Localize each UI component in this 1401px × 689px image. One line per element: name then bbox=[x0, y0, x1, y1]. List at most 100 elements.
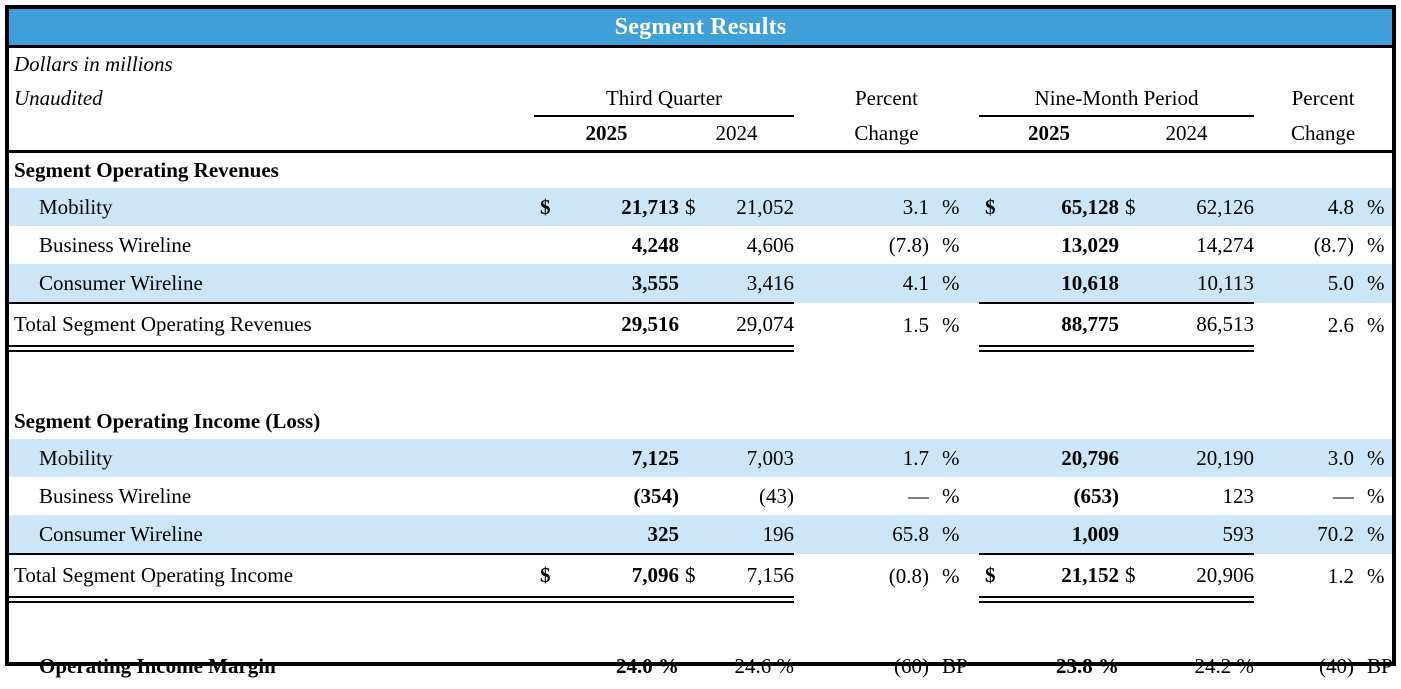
row-label: Mobility bbox=[9, 439, 534, 477]
value-q3-2024: 4,606 bbox=[746, 232, 794, 257]
value-nm-2024: 10,113 bbox=[1144, 264, 1254, 303]
row-label: Operating Income Margin bbox=[39, 653, 276, 678]
pct-change-nm: 1.2 bbox=[1327, 564, 1354, 589]
pct-sign: % bbox=[1354, 515, 1393, 554]
row-label: Total Segment Operating Revenues bbox=[9, 302, 534, 352]
value-q3-2024: 196 bbox=[704, 515, 794, 554]
dollar-sign bbox=[679, 226, 704, 264]
table-row-inc-business: Business Wireline (354) (43) — % (653) 1… bbox=[9, 477, 1392, 515]
col-header-change-nm: Change bbox=[1254, 116, 1393, 153]
dollar-sign bbox=[534, 515, 564, 554]
table-row-rev-mobility: Mobility $ 21,713 $ 21,052 3.1 % $ 65,12… bbox=[9, 188, 1393, 226]
table-row-operating-margin: Operating Income Margin 24.0 % 24.6 % (6… bbox=[9, 643, 1392, 689]
row-label: Business Wireline bbox=[39, 483, 192, 508]
table-row-inc-total: Total Segment Operating Income $ 7,096 $… bbox=[9, 553, 1392, 603]
row-label: Mobility bbox=[9, 188, 534, 226]
col-header-percent-nm: Percent bbox=[1291, 86, 1355, 110]
col-header-nine-month-period: Nine-Month Period bbox=[979, 81, 1254, 117]
value-nm-2024: 20,906 bbox=[1144, 553, 1254, 603]
pct-change-nm: 4.8 bbox=[1254, 188, 1354, 226]
bp-unit: BP bbox=[942, 653, 968, 678]
dollar-sign bbox=[679, 439, 704, 477]
value-nm-2024: 593 bbox=[1144, 515, 1254, 554]
section-title: Segment Operating Revenues bbox=[14, 158, 279, 182]
bp-unit: BP bbox=[1367, 653, 1393, 678]
dollar-sign: $ bbox=[979, 553, 1007, 603]
dollar-sign: $ bbox=[1119, 553, 1144, 603]
pct-change-nm: — bbox=[1333, 483, 1354, 508]
dollar-sign bbox=[979, 226, 1007, 264]
col-header-2025-q3: 2025 bbox=[534, 116, 679, 153]
value-q3-2025: 3,555 bbox=[564, 264, 679, 303]
pct-change-q3: (7.8) bbox=[888, 232, 929, 257]
row-label: Consumer Wireline bbox=[9, 264, 534, 303]
col-header-2024-q3: 2024 bbox=[679, 116, 794, 153]
report-frame: Segment Results Dollars in millions Unau… bbox=[5, 5, 1396, 678]
col-header-change-q3: Change bbox=[794, 116, 979, 153]
col-header-2024-nm: 2024 bbox=[1119, 116, 1254, 153]
dollar-sign bbox=[679, 515, 704, 554]
pct-change-q3: 3.1 bbox=[794, 188, 929, 226]
pct-sign: % bbox=[929, 515, 979, 554]
pct-sign: % bbox=[1367, 483, 1385, 508]
meta-row: Dollars in millions bbox=[9, 48, 1392, 81]
value-q3-2024: 3,416 bbox=[704, 264, 794, 303]
dollar-sign bbox=[534, 226, 564, 264]
section-header-revenues: Segment Operating Revenues bbox=[9, 152, 1392, 189]
empty-cell bbox=[9, 116, 534, 153]
value-q3-2024: 21,052 bbox=[704, 188, 794, 226]
table-row-inc-consumer: Consumer Wireline 325 196 65.8 % 1,009 5… bbox=[9, 515, 1393, 554]
pct-change-q3: 4.1 bbox=[794, 264, 929, 303]
value-nm-2024: 86,513 bbox=[1144, 302, 1254, 352]
dollar-sign bbox=[979, 515, 1007, 554]
value-nm-2025: 13,029 bbox=[1061, 232, 1119, 257]
section-header-income: Segment Operating Income (Loss) bbox=[9, 404, 1392, 439]
row-label: Total Segment Operating Income bbox=[9, 553, 534, 603]
pct-sign: % bbox=[1354, 439, 1393, 477]
value-q3-2024: 7,003 bbox=[704, 439, 794, 477]
margin-q3-2024: 24.6 % bbox=[734, 653, 795, 678]
dollar-sign: $ bbox=[534, 553, 564, 603]
pct-sign: % bbox=[929, 264, 979, 303]
value-q3-2025: 21,713 bbox=[564, 188, 679, 226]
table-row-inc-mobility: Mobility 7,125 7,003 1.7 % 20,796 20,190… bbox=[9, 439, 1393, 477]
value-nm-2024: 20,190 bbox=[1144, 439, 1254, 477]
dollar-sign bbox=[1119, 515, 1144, 554]
spacer-row bbox=[9, 600, 1392, 644]
pct-sign: % bbox=[1354, 188, 1393, 226]
value-q3-2025: 29,516 bbox=[564, 302, 679, 352]
dollar-sign: $ bbox=[679, 188, 704, 226]
pct-sign: % bbox=[942, 313, 960, 338]
table-row-rev-total: Total Segment Operating Revenues 29,516 … bbox=[9, 302, 1392, 352]
dollar-sign bbox=[534, 302, 564, 352]
pct-change-q3: 1.7 bbox=[794, 439, 929, 477]
value-nm-2025: 10,618 bbox=[1007, 264, 1119, 303]
value-nm-2025: 65,128 bbox=[1007, 188, 1119, 226]
bp-change-nm: (40) bbox=[1319, 653, 1354, 678]
value-q3-2025: (354) bbox=[633, 483, 680, 508]
pct-change-nm: 3.0 bbox=[1254, 439, 1354, 477]
pct-change-nm: 5.0 bbox=[1254, 264, 1354, 303]
value-nm-2024: 14,274 bbox=[1196, 232, 1254, 257]
value-q3-2024: (43) bbox=[759, 483, 794, 508]
value-q3-2024: 7,156 bbox=[704, 553, 794, 603]
value-nm-2025: 88,775 bbox=[1007, 302, 1119, 352]
value-q3-2024: 29,074 bbox=[704, 302, 794, 352]
pct-sign: % bbox=[1367, 232, 1385, 257]
dollar-sign: $ bbox=[979, 188, 1007, 226]
pct-sign: % bbox=[929, 439, 979, 477]
pct-change-q3: — bbox=[908, 483, 929, 508]
dollar-sign bbox=[1119, 302, 1144, 352]
value-nm-2024: 123 bbox=[1222, 483, 1255, 508]
dollar-sign bbox=[679, 302, 704, 352]
dollar-sign bbox=[679, 477, 704, 515]
title-bar: Segment Results bbox=[9, 9, 1392, 48]
dollar-sign bbox=[979, 264, 1007, 303]
bp-change-q3: (60) bbox=[894, 653, 929, 678]
pct-change-nm: 2.6 bbox=[1327, 313, 1354, 338]
dollar-sign bbox=[979, 477, 1007, 515]
dollar-sign bbox=[1119, 477, 1144, 515]
pct-change-q3: (0.8) bbox=[888, 564, 929, 589]
table-row-rev-consumer: Consumer Wireline 3,555 3,416 4.1 % 10,6… bbox=[9, 264, 1393, 303]
segment-results-table: Dollars in millions Unaudited Third Quar… bbox=[9, 48, 1393, 689]
